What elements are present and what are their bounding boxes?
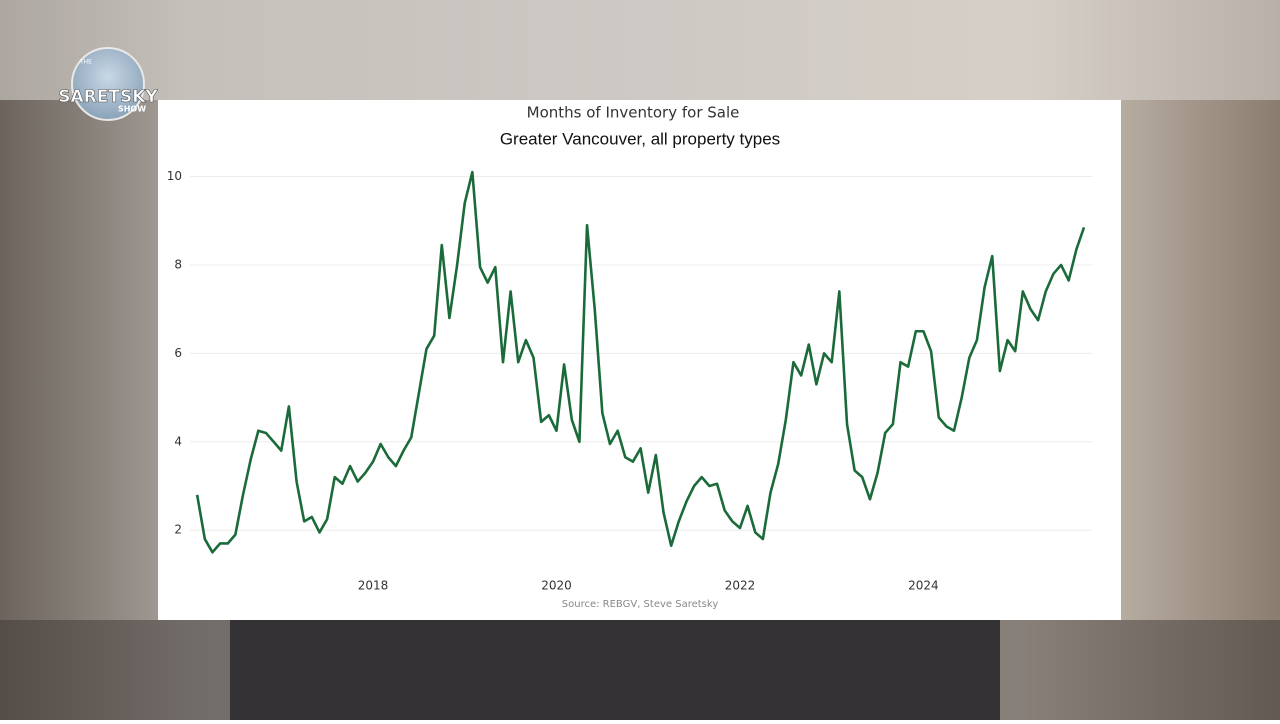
chart-subtitle: Greater Vancouver, all property types: [500, 129, 780, 148]
chart-panel: [158, 100, 1121, 620]
floor-shadow: [0, 620, 1280, 720]
x-tick-label: 2020: [541, 579, 572, 593]
y-tick-label: 8: [174, 257, 182, 271]
logo-text: SARETSKY: [58, 87, 158, 107]
x-tick-label: 2018: [358, 579, 389, 593]
logo-badge: [71, 47, 145, 121]
source: Source: REBGV, Steve Saretsky: [562, 599, 719, 610]
y-tick-label: 10: [167, 169, 182, 183]
x-tick-label: 2024: [908, 579, 939, 593]
logo-text: THE: [79, 59, 92, 66]
chart-title: Months of Inventory for Sale: [527, 104, 740, 122]
wall: [0, 0, 1280, 100]
y-tick-label: 6: [174, 346, 182, 360]
y-tick-label: 4: [174, 434, 182, 448]
y-tick-label: 2: [174, 523, 182, 537]
series-line: [195, 170, 1086, 554]
plot: 2 4 6 8 10 2018 2020 2022 2024: [167, 169, 1092, 593]
logo-text: SHOW: [118, 105, 146, 114]
logo: THE SARETSKY SHOW: [58, 47, 159, 121]
x-tick-label: 2022: [725, 579, 756, 593]
